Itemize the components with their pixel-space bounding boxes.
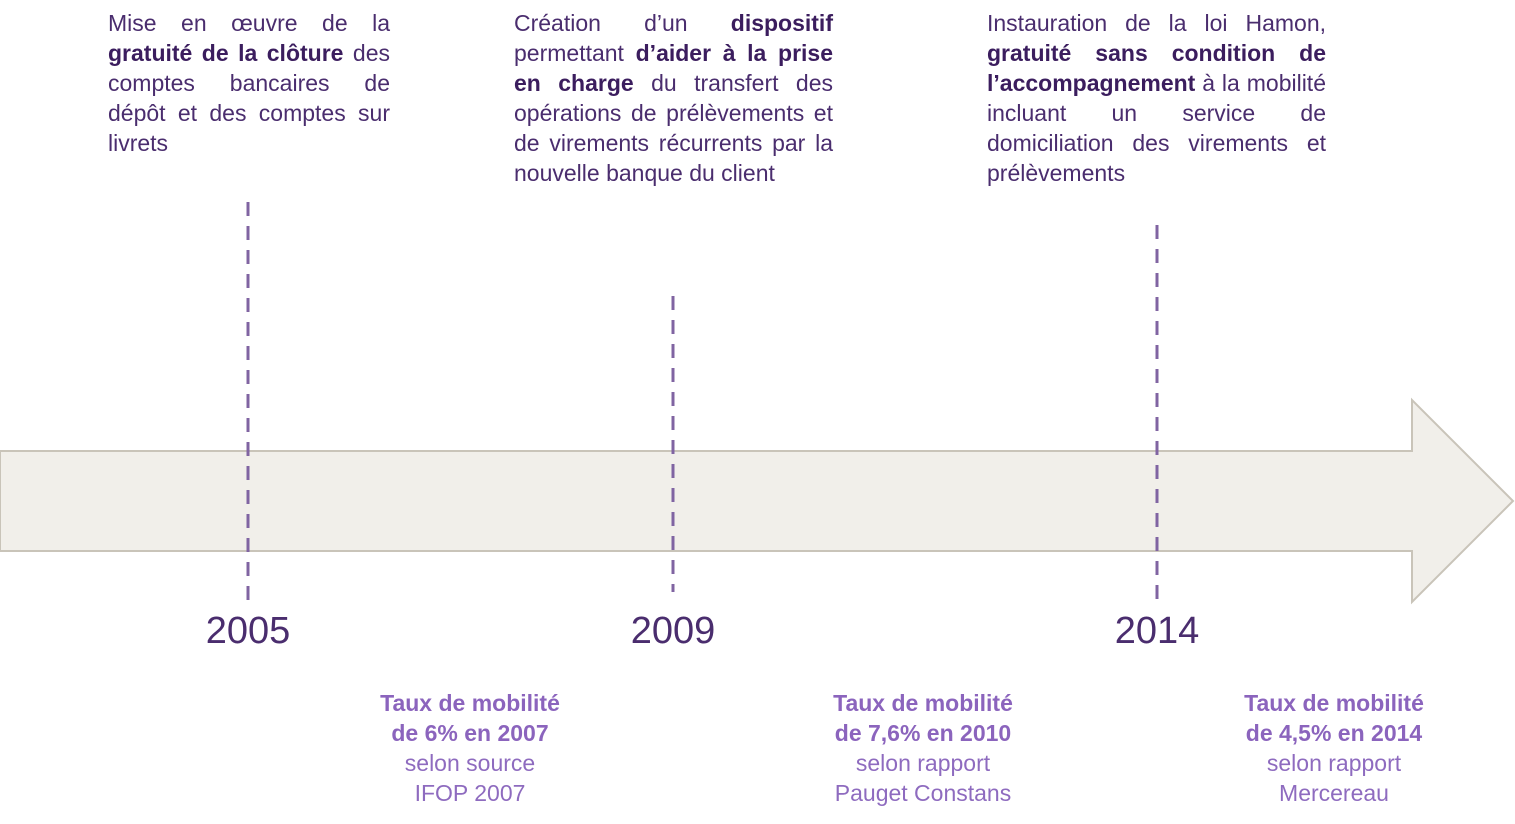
description-text: permettant [514, 40, 636, 66]
stat-headline: Taux de mobilité [380, 690, 560, 716]
description-text: Création d’un [514, 10, 731, 36]
stat-source: selon source [404, 750, 536, 776]
description-text: Instauration de la loi Hamon, [987, 10, 1326, 36]
description-text: des comptes bancaires de dépôt et des co… [108, 40, 391, 156]
description-text: Mise en œuvre de la [108, 10, 390, 36]
event-description: Création d’un dispositif permettant d’ai… [514, 8, 833, 188]
year-label: 2009 [630, 610, 716, 652]
stat-source: Mercereau [1279, 780, 1389, 806]
mobility-stat: Taux de mobilité de 7,6% en 2010 selon rap… [773, 688, 1073, 808]
year-label: 2014 [1114, 610, 1200, 652]
emphasis-text: gratuité de la clôture [108, 40, 344, 66]
stat-headline: de 6% en 2007 [391, 720, 549, 746]
stat-source: IFOP 2007 [414, 780, 526, 806]
year-label: 2005 [205, 610, 291, 652]
mobility-stat: Taux de mobilité de 4,5% en 2014 selon rap… [1184, 688, 1484, 808]
emphasis-text: dispositif [730, 10, 833, 36]
timeline-arrow [0, 397, 1515, 605]
description-text: à la mobilité incluant un service de dom… [987, 70, 1326, 186]
event-description: Instauration de la loi Hamon, gratuité s… [987, 8, 1326, 188]
stat-headline: de 7,6% en 2010 [834, 720, 1012, 746]
emphasis-text: gratuité sans condition de l’accompagnem… [987, 40, 1326, 96]
event-description: Mise en œuvre de la gratuité de la clôtu… [108, 8, 390, 158]
stat-headline: Taux de mobilité [833, 690, 1013, 716]
emphasis-text: d’aider à la prise en charge [514, 40, 833, 96]
mobility-stat: Taux de mobilité de 6% en 2007 selon sourc… [320, 688, 620, 808]
stat-source: selon rapport [855, 750, 991, 776]
stat-source: Pauget Constans [834, 780, 1012, 806]
description-text: du transfert des opérations de prélèveme… [514, 70, 834, 186]
stat-headline: Taux de mobilité [1244, 690, 1424, 716]
stat-source: selon rapport [1266, 750, 1402, 776]
stat-headline: de 4,5% en 2014 [1245, 720, 1423, 746]
